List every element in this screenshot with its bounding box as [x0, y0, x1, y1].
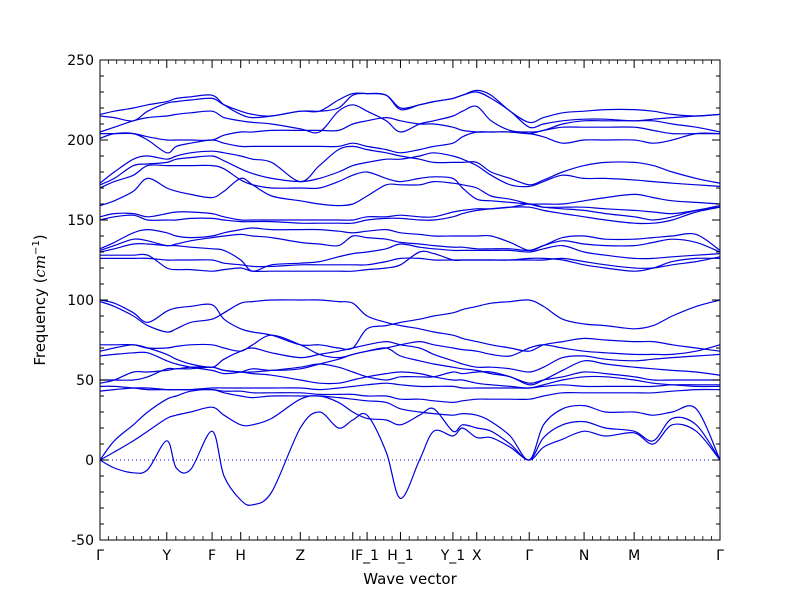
- band-line-19: [99, 203, 721, 221]
- band-line-28: [99, 89, 721, 124]
- band-line-8: [99, 347, 721, 386]
- y-axis-title-exponent: −1: [31, 240, 42, 255]
- y-tick-label: 200: [67, 133, 94, 149]
- y-tick-label: 100: [67, 293, 94, 309]
- y-axis-title-prefix: Frequency (: [31, 278, 49, 366]
- band-line-20: [99, 177, 721, 215]
- band-line-6: [99, 366, 721, 389]
- x-tick-label: I: [351, 548, 355, 564]
- band-line-25: [100, 116, 720, 141]
- x-tick-label: Γ: [96, 548, 104, 564]
- y-axis-title: Frequency (cm−1): [31, 234, 49, 365]
- band-line-22: [99, 152, 721, 188]
- y-axis-title-suffix: ): [31, 234, 49, 240]
- band-line-12: [99, 299, 721, 351]
- band-line-10: [100, 334, 721, 359]
- x-tick-label: H: [235, 548, 246, 564]
- band-line-9: [99, 340, 721, 373]
- band-line-15: [99, 242, 721, 272]
- band-line-17: [99, 227, 721, 252]
- x-tick-label: F_1: [355, 548, 379, 564]
- x-axis-title: Wave vector: [363, 570, 457, 588]
- x-tick-label: M: [628, 548, 640, 564]
- x-tick-label: Y: [161, 548, 171, 564]
- band-line-11: [99, 299, 721, 352]
- band-line-13: [100, 257, 721, 272]
- x-tick-label: Z: [296, 548, 306, 564]
- y-tick-label: 150: [67, 213, 94, 229]
- band-line-2: [99, 395, 721, 461]
- x-tick-label: Y_1: [440, 548, 465, 564]
- band-line-16: [99, 233, 721, 253]
- y-tick-label: 0: [85, 453, 94, 469]
- x-tick-label: Γ: [716, 548, 724, 564]
- x-tick-label: N: [579, 548, 589, 564]
- plot-area: -50 0 50 100 150 200 250 Γ Y F H Z I F_1 H_1 Y_1 X Γ N M Γ: [67, 53, 724, 564]
- band-line-1: [99, 411, 721, 506]
- x-tick-label: X: [472, 548, 482, 564]
- band-line-5: [99, 382, 720, 391]
- band-line-18: [99, 206, 721, 225]
- band-line-24: [99, 131, 721, 154]
- y-tick-label: 50: [76, 373, 94, 389]
- x-tick-label: H_1: [387, 548, 413, 564]
- band-line-14: [99, 250, 721, 273]
- plot-frame: [99, 59, 721, 541]
- band-line-3: [99, 388, 721, 461]
- band-line-21: [99, 164, 721, 205]
- y-tick-label: -50: [71, 533, 94, 549]
- band-line-23: [99, 145, 721, 186]
- y-axis-title-unit: cm: [31, 255, 49, 278]
- x-tick-label: F: [208, 548, 216, 564]
- x-tick-label: Γ: [525, 548, 533, 564]
- y-tick-label: 250: [67, 53, 94, 69]
- band-line-26: [99, 104, 721, 134]
